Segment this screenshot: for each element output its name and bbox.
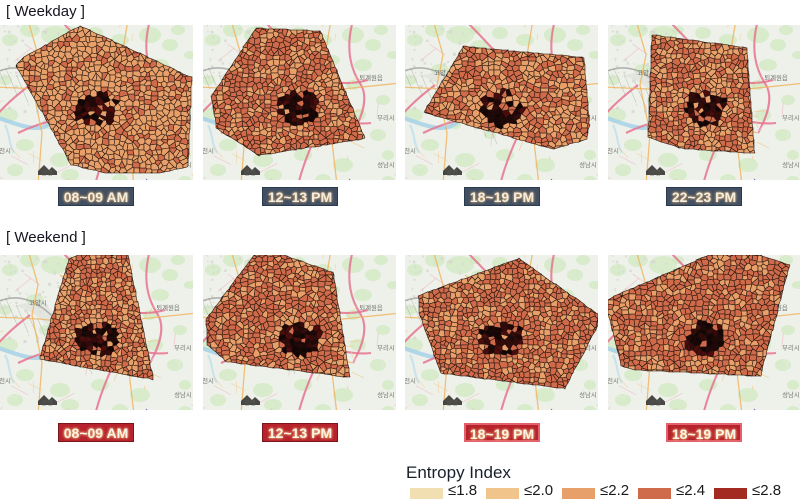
svg-text:성남시: 성남시: [782, 390, 800, 399]
svg-text:고양시: 고양시: [29, 299, 47, 307]
svg-text:광명: 광명: [649, 168, 661, 177]
svg-text:부리시: 부리시: [782, 343, 800, 352]
svg-text:부리시: 부리시: [174, 343, 192, 352]
svg-text:광명: 광명: [244, 168, 256, 177]
svg-text:광명: 광명: [446, 398, 458, 407]
svg-text:성남시: 성남시: [377, 390, 395, 399]
svg-text:성남시: 성남시: [174, 390, 192, 399]
svg-text:광명: 광명: [41, 168, 53, 177]
svg-text:부천시: 부천시: [0, 376, 11, 385]
svg-text:부리시: 부리시: [377, 113, 395, 122]
svg-text:성남시: 성남시: [579, 160, 597, 169]
svg-text:부천시: 부천시: [0, 146, 11, 155]
svg-text:부천시: 부천시: [203, 146, 214, 155]
svg-text:부천시: 부천시: [608, 146, 619, 155]
svg-text:부천시: 부천시: [203, 376, 214, 385]
svg-text:부리시: 부리시: [782, 113, 800, 122]
svg-text:부천시: 부천시: [405, 146, 416, 155]
svg-text:광명: 광명: [649, 398, 661, 407]
svg-text:성남시: 성남시: [377, 160, 395, 169]
svg-text:퇴계원읍: 퇴계원읍: [359, 303, 383, 312]
svg-text:광명: 광명: [446, 168, 458, 177]
svg-text:부천시: 부천시: [608, 376, 619, 385]
svg-text:성남시: 성남시: [579, 390, 597, 399]
svg-text:퇴계원읍: 퇴계원읍: [156, 303, 180, 312]
svg-text:부리시: 부리시: [377, 343, 395, 352]
svg-text:퇴계원읍: 퇴계원읍: [359, 73, 383, 82]
svg-text:퇴계원읍: 퇴계원읍: [764, 73, 788, 82]
svg-text:광명: 광명: [244, 398, 256, 407]
svg-text:성남시: 성남시: [782, 160, 800, 169]
svg-text:광명: 광명: [41, 398, 53, 407]
svg-text:부천시: 부천시: [405, 376, 416, 385]
